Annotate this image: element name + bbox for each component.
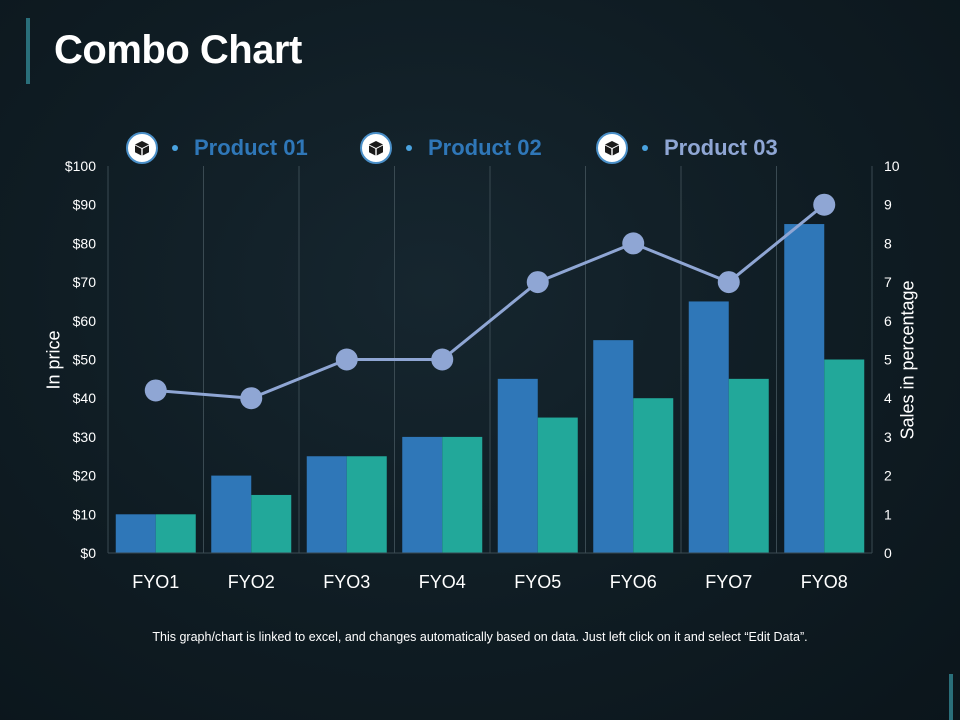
y-tick-label-right: 2 [884,468,892,484]
y-tick-label-right: 5 [884,352,892,368]
legend-bullet [406,145,412,151]
page-title: Combo Chart [54,28,302,72]
y-tick-label-left: $30 [73,429,97,445]
point-product-03 [144,379,167,402]
y-tick-label-left: $60 [73,313,97,329]
legend-label: Product 02 [428,135,542,160]
bar-product-02 [537,417,578,553]
point-product-03 [335,348,358,371]
point-product-03 [813,193,836,216]
y-tick-label-right: 0 [884,545,892,561]
y-tick-label-left: $100 [65,158,96,174]
x-tick-label: FYO4 [419,572,466,592]
y-tick-label-left: $40 [73,390,97,406]
box-icon [126,132,158,164]
bar-product-02 [728,378,769,553]
point-product-03 [240,387,263,410]
bar-product-02 [155,514,196,553]
bar-product-01 [497,378,538,553]
legend-label: Product 03 [664,135,778,160]
x-tick-label: FYO1 [132,572,179,592]
y-tick-label-right: 1 [884,506,892,522]
point-product-03 [431,348,454,371]
point-product-03 [526,271,549,294]
box-icon [360,132,392,164]
x-tick-label: FYO3 [323,572,370,592]
bar-product-01 [784,224,825,554]
legend-bullet [642,145,648,151]
x-tick-label: FYO5 [514,572,561,592]
y-tick-label-right: 6 [884,313,892,329]
bar-product-01 [593,340,634,553]
legend-label: Product 01 [194,135,308,160]
y-tick-label-right: 10 [884,158,900,174]
bar-product-02 [824,359,865,553]
legend-bullet [172,145,178,151]
bar-product-02 [346,456,387,553]
legend-item-product-01[interactable]: Product 01 [126,130,308,166]
y-tick-label-left: $90 [73,197,97,213]
footnote: This graph/chart is linked to excel, and… [152,630,808,644]
y-tick-label-left: $50 [73,352,97,368]
y-tick-label-left: $20 [73,468,97,484]
y-tick-label-left: $0 [80,545,96,561]
y-tick-label-left: $10 [73,506,97,522]
legend-item-product-02[interactable]: Product 02 [360,130,542,166]
y-tick-label-right: 7 [884,274,892,290]
y-tick-label-left: $80 [73,235,97,251]
x-tick-label: FYO6 [610,572,657,592]
x-tick-label: FYO7 [705,572,752,592]
bar-product-01 [211,475,252,553]
bar-product-02 [442,436,483,553]
title-accent-bar [26,18,30,84]
y-tick-label-right: 8 [884,235,892,251]
bar-product-01 [688,301,729,553]
y-tick-label-right: 4 [884,390,892,406]
y-tick-label-right: 9 [884,197,892,213]
bar-product-01 [402,436,443,553]
bar-product-02 [251,494,292,553]
x-tick-label: FYO2 [228,572,275,592]
corner-accent-bar [949,674,953,720]
y-tick-label-right: 3 [884,429,892,445]
box-icon [596,132,628,164]
legend-item-product-03[interactable]: Product 03 [596,130,778,166]
point-product-03 [717,271,740,294]
point-product-03 [622,232,645,255]
bar-product-01 [306,456,347,553]
line-product-03 [155,203,826,400]
x-tick-label: FYO8 [801,572,848,592]
bar-product-02 [633,398,674,553]
y-tick-label-left: $70 [73,274,97,290]
bar-product-01 [115,514,156,553]
